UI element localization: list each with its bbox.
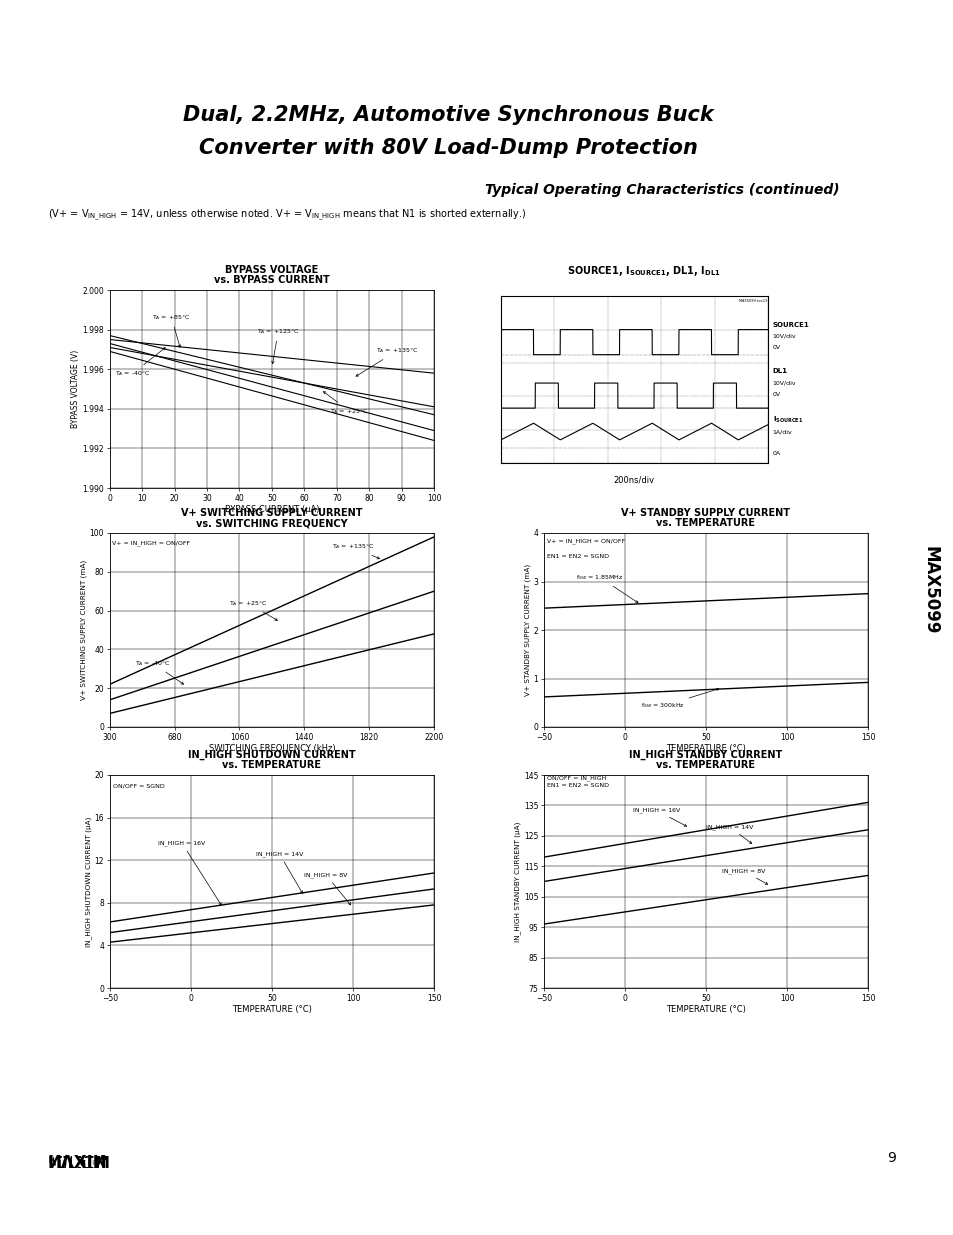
Text: MILXIM: MILXIM [48, 1156, 111, 1171]
Text: IN_HIGH = 8V: IN_HIGH = 8V [304, 872, 351, 905]
Text: 0V: 0V [772, 393, 781, 398]
Y-axis label: V+ STANDBY SUPPLY CURRENT (mA): V+ STANDBY SUPPLY CURRENT (mA) [523, 564, 530, 697]
Text: V+ = IN_HIGH = ON/OFF: V+ = IN_HIGH = ON/OFF [112, 541, 191, 546]
X-axis label: TEMPERATURE (°C): TEMPERATURE (°C) [665, 745, 745, 753]
Text: 10V/div: 10V/div [772, 333, 796, 338]
Text: EN1 = EN2 = SGND: EN1 = EN2 = SGND [546, 783, 608, 788]
Y-axis label: IN_HIGH STANDBY CURRENT (μA): IN_HIGH STANDBY CURRENT (μA) [514, 821, 520, 942]
Text: T$_A$ = +25°C: T$_A$ = +25°C [323, 391, 369, 416]
X-axis label: TEMPERATURE (°C): TEMPERATURE (°C) [665, 1005, 745, 1014]
Text: f$_{SW}$ = 300kHz: f$_{SW}$ = 300kHz [640, 688, 718, 710]
Text: IN_HIGH = 16V: IN_HIGH = 16V [158, 840, 221, 905]
Text: vs. TEMPERATURE: vs. TEMPERATURE [656, 517, 755, 529]
Text: IN_HIGH SHUTDOWN CURRENT: IN_HIGH SHUTDOWN CURRENT [188, 750, 355, 761]
Text: V+ STANDBY SUPPLY CURRENT: V+ STANDBY SUPPLY CURRENT [620, 508, 790, 519]
Text: f$_{SW}$ = 1.85MHz: f$_{SW}$ = 1.85MHz [576, 573, 638, 603]
X-axis label: TEMPERATURE (°C): TEMPERATURE (°C) [232, 1005, 312, 1014]
X-axis label: SWITCHING FREQUENCY (kHz): SWITCHING FREQUENCY (kHz) [209, 745, 335, 753]
Text: (V+ = V$_{\mathregular{IN\_HIGH}}$ = 14V, unless otherwise noted. V+ = V$_{\math: (V+ = V$_{\mathregular{IN\_HIGH}}$ = 14V… [48, 207, 525, 222]
Text: ON/OFF = IN_HIGH: ON/OFF = IN_HIGH [546, 776, 606, 782]
Text: MAX5099: MAX5099 [921, 546, 938, 635]
Text: SOURCE1: SOURCE1 [772, 321, 809, 327]
Text: BYPASS VOLTAGE: BYPASS VOLTAGE [225, 266, 318, 275]
Text: 200ns/div: 200ns/div [613, 475, 655, 484]
Text: 9: 9 [886, 1151, 896, 1165]
Text: vs. BYPASS CURRENT: vs. BYPASS CURRENT [213, 275, 330, 285]
Text: I$_{\mathregular{SOURCE1}}$: I$_{\mathregular{SOURCE1}}$ [772, 415, 802, 425]
Text: 1A/div: 1A/div [772, 429, 792, 433]
Text: IN_HIGH = 14V: IN_HIGH = 14V [705, 824, 753, 844]
Text: IN_HIGH = 14V: IN_HIGH = 14V [255, 851, 303, 893]
Text: EN1 = EN2 = SGND: EN1 = EN2 = SGND [546, 555, 608, 559]
Y-axis label: V+ SWITCHING SUPPLY CURRENT (mA): V+ SWITCHING SUPPLY CURRENT (mA) [80, 559, 87, 700]
Text: T$_A$ = +25°C: T$_A$ = +25°C [229, 599, 277, 620]
Text: T$_A$ = +135°C: T$_A$ = +135°C [355, 347, 417, 377]
Text: Dual, 2.2MHz, Automotive Synchronous Buck: Dual, 2.2MHz, Automotive Synchronous Buc… [183, 105, 713, 125]
Text: Converter with 80V Load-Dump Protection: Converter with 80V Load-Dump Protection [199, 138, 697, 158]
Text: vs. TEMPERATURE: vs. TEMPERATURE [222, 760, 321, 771]
Text: V+ SWITCHING SUPPLY CURRENT: V+ SWITCHING SUPPLY CURRENT [181, 508, 362, 519]
Text: 0A: 0A [772, 451, 781, 456]
Y-axis label: BYPASS VOLTAGE (V): BYPASS VOLTAGE (V) [71, 350, 79, 429]
Text: 10V/div: 10V/div [772, 380, 796, 385]
Text: 0V: 0V [772, 346, 781, 351]
Text: Typical Operating Characteristics (continued): Typical Operating Characteristics (conti… [484, 183, 839, 198]
Text: MAX5099 toc23: MAX5099 toc23 [738, 299, 766, 303]
Text: IN_HIGH = 16V: IN_HIGH = 16V [633, 808, 686, 826]
Text: T$_A$ = +135°C: T$_A$ = +135°C [332, 542, 379, 559]
Text: T$_A$ = +85°C: T$_A$ = +85°C [152, 312, 191, 347]
Text: T$_A$ = -40°C: T$_A$ = -40°C [135, 659, 183, 684]
Text: ИΛXIИ: ИΛXIИ [48, 1153, 107, 1172]
Text: IN_HIGH = 8V: IN_HIGH = 8V [721, 868, 767, 884]
Text: IN_HIGH STANDBY CURRENT: IN_HIGH STANDBY CURRENT [629, 750, 781, 761]
Text: /π/ππ: /π/ππ [48, 1156, 95, 1171]
Text: SOURCE1, I$_{\mathregular{SOURCE1}}$, DL1, I$_{\mathregular{DL1}}$: SOURCE1, I$_{\mathregular{SOURCE1}}$, DL… [566, 263, 720, 278]
Text: V+ = IN_HIGH = ON/OFF: V+ = IN_HIGH = ON/OFF [546, 538, 624, 545]
Text: vs. SWITCHING FREQUENCY: vs. SWITCHING FREQUENCY [196, 517, 347, 529]
X-axis label: BYPASS CURRENT (μA): BYPASS CURRENT (μA) [224, 505, 319, 514]
Text: T$_A$ = +125°C: T$_A$ = +125°C [257, 326, 299, 364]
Y-axis label: IN_HIGH SHUTDOWN CURRENT (μA): IN_HIGH SHUTDOWN CURRENT (μA) [85, 816, 91, 947]
Text: vs. TEMPERATURE: vs. TEMPERATURE [656, 760, 755, 771]
Text: ON/OFF = SGND: ON/OFF = SGND [112, 784, 165, 789]
Text: DL1: DL1 [772, 368, 787, 374]
Text: T$_A$ = -40°C: T$_A$ = -40°C [114, 347, 165, 378]
